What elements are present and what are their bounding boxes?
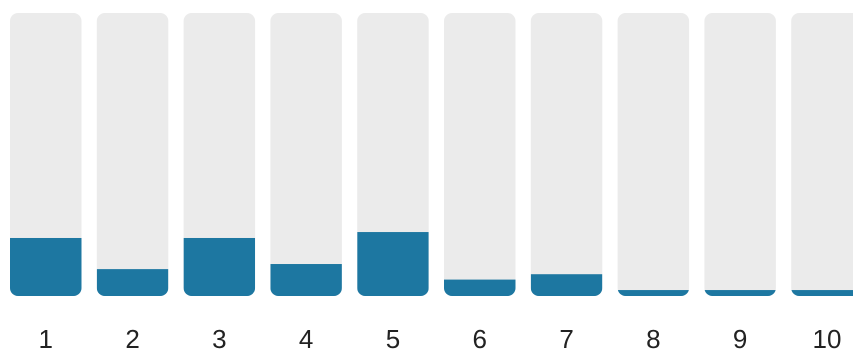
x-tick-label-1: 1 bbox=[39, 324, 53, 352]
bar-track-4 bbox=[270, 13, 342, 296]
x-tick-label-8: 8 bbox=[646, 324, 660, 352]
bar-2 bbox=[96, 269, 169, 296]
bar-4 bbox=[270, 264, 342, 296]
bar-track-7 bbox=[530, 13, 603, 296]
bar-10 bbox=[791, 290, 853, 296]
bar-8 bbox=[617, 290, 690, 296]
x-tick-label-6: 6 bbox=[473, 324, 487, 352]
bar-3 bbox=[183, 237, 256, 296]
bar-7 bbox=[530, 274, 603, 296]
bar-track-10 bbox=[791, 13, 853, 296]
x-tick-label-10: 10 bbox=[812, 324, 841, 352]
x-tick-label-2: 2 bbox=[125, 324, 139, 352]
bar-track-3 bbox=[183, 13, 256, 296]
x-tick-label-4: 4 bbox=[299, 324, 313, 352]
bar-track-8 bbox=[617, 13, 690, 296]
bar-1 bbox=[10, 237, 82, 296]
bar-track-5 bbox=[357, 13, 429, 296]
x-tick-labels: 1 2 3 4 5 6 7 8 9 10 bbox=[39, 324, 842, 352]
x-tick-label-7: 7 bbox=[559, 324, 573, 352]
bar-tracks bbox=[10, 13, 853, 296]
x-tick-label-5: 5 bbox=[386, 324, 400, 352]
bar-track-9 bbox=[704, 13, 776, 296]
bar-track-2 bbox=[96, 13, 169, 296]
bar-track-1 bbox=[10, 13, 82, 296]
x-tick-label-9: 9 bbox=[733, 324, 747, 352]
bar-6 bbox=[444, 279, 516, 296]
bar-5 bbox=[357, 232, 429, 296]
bar-track-6 bbox=[444, 13, 516, 296]
bar-9 bbox=[704, 290, 776, 296]
x-tick-label-3: 3 bbox=[212, 324, 226, 352]
bars bbox=[10, 232, 853, 296]
